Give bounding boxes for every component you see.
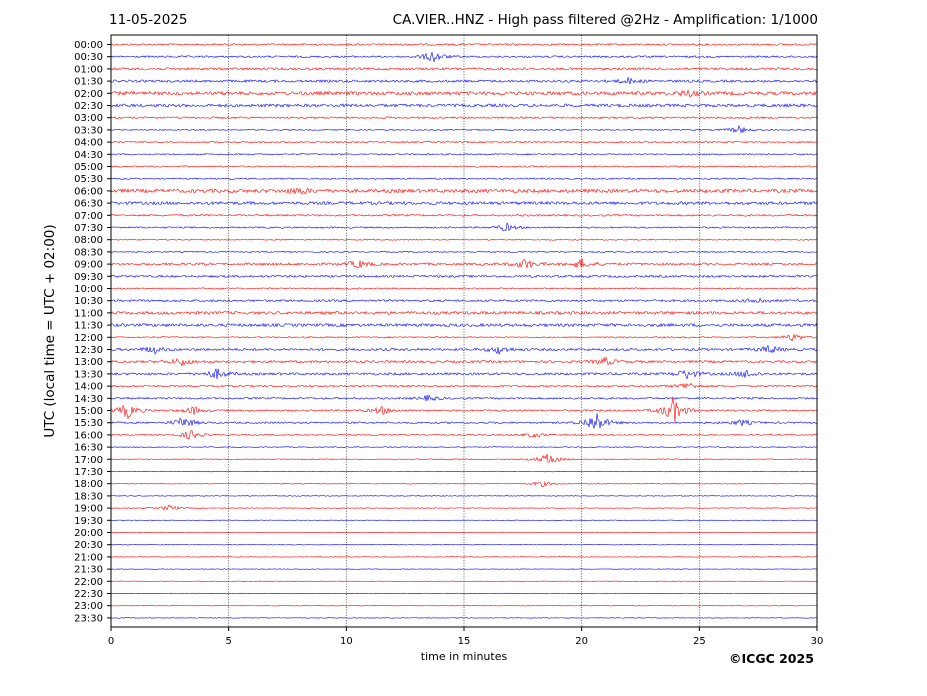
trace-line xyxy=(110,153,818,156)
y-tick-label: 00:00 xyxy=(74,40,103,51)
y-tick-label: 12:00 xyxy=(74,333,103,344)
y-tick-label: 22:30 xyxy=(74,589,103,600)
x-tick-label: 5 xyxy=(225,636,231,647)
y-tick-label: 23:00 xyxy=(74,601,103,612)
trace-line xyxy=(110,124,818,134)
y-tick-label: 03:00 xyxy=(74,113,103,124)
y-tick-label: 21:00 xyxy=(74,552,103,563)
y-tick-label: 17:00 xyxy=(74,455,103,466)
y-tick-label: 23:30 xyxy=(74,613,103,624)
y-tick-label: 14:30 xyxy=(74,394,103,405)
y-tick-label: 15:00 xyxy=(74,406,103,417)
y-tick-label: 21:30 xyxy=(74,565,103,576)
y-tick-label: 07:00 xyxy=(74,211,103,222)
y-tick-label: 10:30 xyxy=(74,296,103,307)
trace-line xyxy=(110,556,818,558)
y-tick-label: 19:00 xyxy=(74,504,103,515)
y-tick-label: 01:30 xyxy=(74,77,103,88)
y-tick-label: 16:30 xyxy=(74,443,103,454)
trace-line xyxy=(110,89,818,98)
trace-line xyxy=(110,413,818,429)
trace-line xyxy=(110,592,818,595)
copyright-label: ©ICGC 2025 xyxy=(729,651,814,666)
y-tick-label: 02:30 xyxy=(74,101,103,112)
x-axis-label: time in minutes xyxy=(420,650,508,663)
y-tick-label: 18:30 xyxy=(74,491,103,502)
y-tick-label: 10:00 xyxy=(74,284,103,295)
trace-line xyxy=(110,52,818,62)
y-tick-label: 12:30 xyxy=(74,345,103,356)
trace-line xyxy=(110,77,818,85)
vertical-grid xyxy=(228,35,700,627)
trace-line xyxy=(110,258,818,269)
y-tick-label: 11:30 xyxy=(74,321,103,332)
y-tick-label: 11:00 xyxy=(74,308,103,319)
trace-line xyxy=(110,430,818,440)
trace-line xyxy=(110,480,818,488)
plot-title: CA.VIER..HNZ - High pass filtered @2Hz -… xyxy=(392,12,818,28)
plot-date: 11-05-2025 xyxy=(109,12,188,28)
y-tick-label: 22:00 xyxy=(74,577,103,588)
trace-line xyxy=(110,43,818,46)
y-tick-label: 14:00 xyxy=(74,382,103,393)
y-tick-label: 04:30 xyxy=(74,150,103,161)
trace-line xyxy=(110,394,818,402)
y-tick-label: 19:30 xyxy=(74,516,103,527)
x-tick-label: 20 xyxy=(575,636,588,647)
y-tick-label: 20:30 xyxy=(74,540,103,551)
y-tick-label: 04:00 xyxy=(74,138,103,149)
y-tick-label: 06:00 xyxy=(74,186,103,197)
y-tick-label: 01:00 xyxy=(74,64,103,75)
y-tick-label: 13:30 xyxy=(74,369,103,380)
trace-line xyxy=(110,605,818,607)
y-tick-label: 18:00 xyxy=(74,479,103,490)
x-axis: 0 5 10 15 20 25 30 xyxy=(108,627,824,647)
trace-line xyxy=(110,356,818,367)
y-tick-label: 08:30 xyxy=(74,247,103,258)
y-tick-label: 03:30 xyxy=(74,125,103,136)
trace-line xyxy=(110,165,818,168)
y-tick-label: 07:30 xyxy=(74,223,103,234)
trace-line xyxy=(110,238,818,241)
y-tick-label: 17:30 xyxy=(74,467,103,478)
y-tick-label: 09:00 xyxy=(74,260,103,271)
trace-line xyxy=(110,453,818,463)
x-tick-label: 10 xyxy=(340,636,353,647)
y-tick-label: 05:00 xyxy=(74,162,103,173)
trace-line xyxy=(110,200,818,206)
y-tick-label: 02:00 xyxy=(74,89,103,100)
y-tick-label: 08:00 xyxy=(74,235,103,246)
y-tick-label: 00:30 xyxy=(74,52,103,63)
y-axis-label: UTC (local time = UTC + 02:00) xyxy=(42,224,58,438)
x-tick-label: 25 xyxy=(693,636,706,647)
y-tick-label: 06:30 xyxy=(74,199,103,210)
x-tick-label: 30 xyxy=(811,636,824,647)
y-tick-label: 09:30 xyxy=(74,272,103,283)
y-tick-label: 05:30 xyxy=(74,174,103,185)
trace-line xyxy=(110,274,818,279)
trace-line xyxy=(110,519,818,521)
trace-line xyxy=(110,446,818,448)
trace-line xyxy=(111,470,818,473)
trace-line xyxy=(110,222,818,232)
y-tick-label: 20:00 xyxy=(74,528,103,539)
y-tick-label: 15:30 xyxy=(74,418,103,429)
x-tick-label: 15 xyxy=(458,636,471,647)
x-tick-label: 0 xyxy=(108,636,114,647)
y-tick-label: 13:00 xyxy=(74,357,103,368)
y-tick-label: 16:00 xyxy=(74,430,103,441)
